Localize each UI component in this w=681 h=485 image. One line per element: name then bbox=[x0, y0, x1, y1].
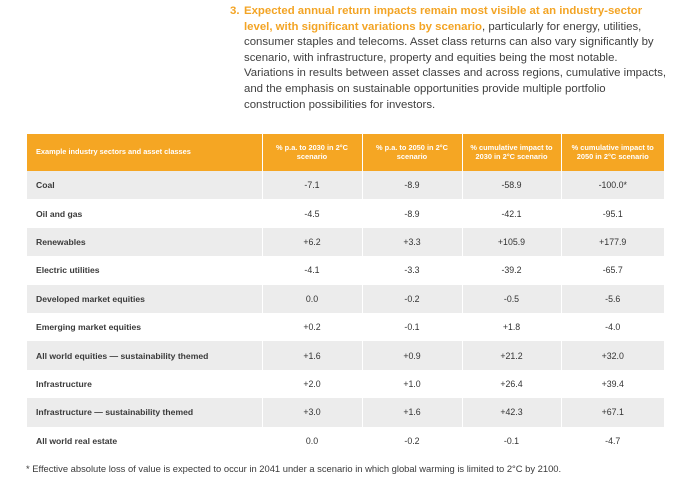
cell-value: -5.6 bbox=[561, 284, 664, 313]
returns-table-container: Example industry sectors and asset class… bbox=[27, 134, 664, 455]
cell-value: +1.0 bbox=[362, 369, 463, 399]
cell-value: +39.4 bbox=[561, 369, 664, 399]
cell-value: -39.2 bbox=[462, 256, 562, 285]
list-number: 3. bbox=[230, 5, 240, 17]
header-cum-2050: % cumulative impact to 2050 in 2°C scena… bbox=[561, 134, 664, 171]
cell-value: -8.9 bbox=[362, 171, 463, 200]
table-row: Infrastructure +2.0 +1.0 +26.4 +39.4 bbox=[27, 369, 664, 399]
intro-body: , particularly for energy, utilities, co… bbox=[244, 20, 667, 111]
header-pa-2030: % p.a. to 2030 in 2°C scenario bbox=[262, 134, 363, 171]
table-row: Developed market equities 0.0 -0.2 -0.5 … bbox=[27, 284, 664, 313]
intro-paragraph: 3. Expected annual return impacts remain… bbox=[230, 4, 670, 113]
row-label: Emerging market equities bbox=[27, 312, 263, 342]
cell-value: +2.0 bbox=[262, 369, 363, 399]
row-label: Coal bbox=[27, 171, 263, 200]
cell-value: -58.9 bbox=[462, 171, 562, 200]
row-label: Developed market equities bbox=[27, 284, 263, 313]
row-label: All world equities — sustainability them… bbox=[27, 341, 263, 370]
cell-value: -95.1 bbox=[561, 199, 664, 228]
cell-value: -0.2 bbox=[362, 284, 463, 313]
row-label: Renewables bbox=[27, 227, 263, 257]
table-row: All world real estate 0.0 -0.2 -0.1 -4.7 bbox=[27, 426, 664, 455]
cell-value: -4.7 bbox=[561, 426, 664, 455]
cell-value: -0.1 bbox=[462, 426, 562, 455]
cell-value: 0.0 bbox=[262, 426, 363, 455]
row-label: Electric utilities bbox=[27, 256, 263, 285]
cell-value: +21.2 bbox=[462, 341, 562, 370]
cell-value: +26.4 bbox=[462, 369, 562, 399]
table-header-row: Example industry sectors and asset class… bbox=[27, 134, 664, 171]
cell-value: +67.1 bbox=[561, 398, 664, 427]
cell-value: +1.6 bbox=[262, 341, 363, 370]
row-label: Infrastructure bbox=[27, 369, 263, 399]
cell-value: +0.9 bbox=[362, 341, 463, 370]
cell-value: -7.1 bbox=[262, 171, 363, 200]
row-label: All world real estate bbox=[27, 426, 263, 455]
cell-value: +3.0 bbox=[262, 398, 363, 427]
returns-table: Example industry sectors and asset class… bbox=[27, 134, 664, 455]
cell-value: 0.0 bbox=[262, 284, 363, 313]
cell-value: +6.2 bbox=[262, 227, 363, 257]
table-row: Electric utilities -4.1 -3.3 -39.2 -65.7 bbox=[27, 256, 664, 285]
cell-value: +1.8 bbox=[462, 312, 562, 342]
table-row: All world equities — sustainability them… bbox=[27, 341, 664, 370]
cell-value: -0.1 bbox=[362, 312, 463, 342]
cell-value: +177.9 bbox=[561, 227, 664, 257]
cell-value: -0.5 bbox=[462, 284, 562, 313]
cell-value: +32.0 bbox=[561, 341, 664, 370]
cell-value: +3.3 bbox=[362, 227, 463, 257]
table-row: Coal -7.1 -8.9 -58.9 -100.0* bbox=[27, 171, 664, 200]
intro-highlight: Expected annual return impacts remain mo… bbox=[244, 5, 643, 33]
header-cum-2030: % cumulative impact to 2030 in 2°C scena… bbox=[462, 134, 562, 171]
footnote: * Effective absolute loss of value is ex… bbox=[26, 463, 562, 474]
cell-value: -42.1 bbox=[462, 199, 562, 228]
cell-value: +1.6 bbox=[362, 398, 463, 427]
cell-value: -8.9 bbox=[362, 199, 463, 228]
row-label: Oil and gas bbox=[27, 199, 263, 228]
cell-value: -4.1 bbox=[262, 256, 363, 285]
table-row: Renewables +6.2 +3.3 +105.9 +177.9 bbox=[27, 227, 664, 257]
table-row: Infrastructure — sustainability themed +… bbox=[27, 398, 664, 427]
cell-value: +42.3 bbox=[462, 398, 562, 427]
table-row: Oil and gas -4.5 -8.9 -42.1 -95.1 bbox=[27, 199, 664, 228]
cell-value: -100.0* bbox=[561, 171, 664, 200]
cell-value: -0.2 bbox=[362, 426, 463, 455]
cell-value: -3.3 bbox=[362, 256, 463, 285]
cell-value: -4.0 bbox=[561, 312, 664, 342]
table-row: Emerging market equities +0.2 -0.1 +1.8 … bbox=[27, 312, 664, 342]
header-pa-2050: % p.a. to 2050 in 2°C scenario bbox=[362, 134, 463, 171]
row-label: Infrastructure — sustainability themed bbox=[27, 398, 263, 427]
header-sector: Example industry sectors and asset class… bbox=[27, 134, 263, 171]
cell-value: +105.9 bbox=[462, 227, 562, 257]
cell-value: -65.7 bbox=[561, 256, 664, 285]
cell-value: -4.5 bbox=[262, 199, 363, 228]
cell-value: +0.2 bbox=[262, 312, 363, 342]
